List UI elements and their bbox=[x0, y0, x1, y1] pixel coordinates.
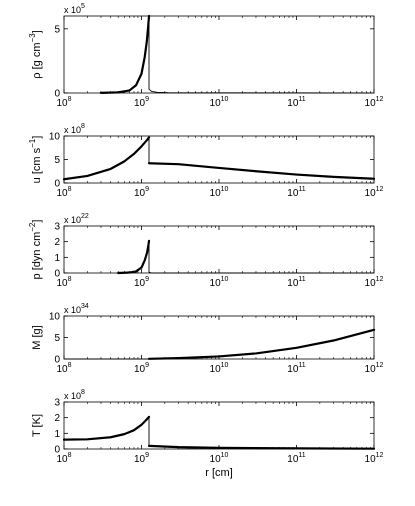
series-line-1 bbox=[62, 136, 151, 181]
axes-frame bbox=[63, 401, 375, 450]
y-axis-label: u [cm s−1] bbox=[28, 136, 43, 184]
series-line-1 bbox=[117, 239, 151, 275]
x-tick-label: 1012 bbox=[365, 362, 384, 375]
y-tick-label: 2 bbox=[54, 237, 60, 248]
series-line-2 bbox=[147, 328, 376, 360]
y-axis-label: p [dyn cm−2] bbox=[28, 220, 43, 280]
y-tick-label: 3 bbox=[54, 398, 60, 409]
panel-2: 108 109 1010 1011 1012 0 5 10x 108 u [cm s−1] bbox=[28, 123, 384, 199]
x-tick-label: 1011 bbox=[287, 362, 305, 375]
x-tick-label: 1010 bbox=[210, 452, 229, 465]
panel-4: 108 109 1010 1011 1012 0 5 10x 1034 M [g] bbox=[31, 303, 384, 375]
x-tick-label: 1010 bbox=[210, 362, 229, 375]
x-tick-label: 108 bbox=[56, 186, 71, 199]
series-line-3 bbox=[147, 162, 376, 180]
x-tick-label: 1011 bbox=[287, 452, 305, 465]
y-tick-label: 2 bbox=[54, 413, 60, 424]
y-tick-label: 10 bbox=[49, 312, 61, 323]
panel-3: 108 109 1010 1011 1012 0 1 2 3 x 1022 p [dyn cm−2] bbox=[28, 213, 384, 289]
series-line-1 bbox=[99, 14, 151, 94]
y-tick-label: 0 bbox=[54, 269, 60, 280]
x-tick-label: 109 bbox=[134, 362, 149, 375]
y-multiplier: x 1022 bbox=[64, 213, 89, 225]
y-axis-label: T [K] bbox=[31, 414, 43, 437]
axes-frame bbox=[63, 15, 375, 94]
y-axis-label: M [g] bbox=[31, 325, 43, 349]
y-tick-label: 5 bbox=[54, 24, 60, 35]
y-multiplier: x 105 bbox=[64, 3, 85, 15]
y-tick-label: 5 bbox=[54, 333, 60, 344]
panel-5: 108 109 1010 1011 1012 0 1 2 3 x 108 T [K] r [cm] bbox=[31, 389, 384, 479]
x-tick-label: 109 bbox=[134, 96, 149, 109]
y-tick-label: 0 bbox=[54, 445, 60, 456]
y-tick-label: 1 bbox=[54, 253, 60, 264]
x-tick-label: 108 bbox=[56, 362, 71, 375]
x-axis-label: r [cm] bbox=[205, 467, 233, 479]
y-multiplier: x 108 bbox=[64, 389, 85, 401]
x-tick-label: 1011 bbox=[287, 276, 305, 289]
y-tick-label: 1 bbox=[54, 429, 60, 440]
x-tick-label: 109 bbox=[134, 186, 149, 199]
x-tick-label: 1011 bbox=[287, 186, 305, 199]
x-tick-label: 1012 bbox=[365, 452, 384, 465]
series-line-1 bbox=[62, 415, 151, 441]
x-tick-label: 1010 bbox=[210, 276, 229, 289]
x-tick-label: 1010 bbox=[210, 186, 229, 199]
y-axis-label: ρ [g cm−3] bbox=[28, 30, 43, 78]
x-tick-label: 109 bbox=[134, 276, 149, 289]
series-line-3 bbox=[147, 444, 376, 450]
y-tick-label: 0 bbox=[54, 179, 60, 190]
x-tick-label: 1012 bbox=[365, 186, 384, 199]
axes-frame bbox=[63, 225, 375, 274]
y-tick-label: 0 bbox=[54, 89, 60, 100]
y-tick-label: 5 bbox=[54, 155, 60, 166]
series-line-2 bbox=[148, 240, 375, 274]
panel-1: 108 109 1010 1011 1012 0 5 x 105 ρ [g cm−3] bbox=[28, 3, 384, 109]
axes-frame bbox=[63, 315, 375, 360]
x-tick-label: 109 bbox=[134, 452, 149, 465]
x-tick-label: 1012 bbox=[365, 96, 384, 109]
y-multiplier: x 108 bbox=[64, 123, 85, 135]
y-multiplier: x 1034 bbox=[64, 303, 89, 315]
series-line-2 bbox=[148, 15, 375, 94]
y-tick-label: 3 bbox=[54, 222, 60, 233]
x-tick-label: 108 bbox=[56, 452, 71, 465]
x-tick-label: 108 bbox=[56, 276, 71, 289]
x-tick-label: 1011 bbox=[287, 96, 305, 109]
x-tick-label: 1010 bbox=[210, 96, 229, 109]
x-tick-label: 1012 bbox=[365, 276, 384, 289]
y-tick-label: 10 bbox=[49, 132, 61, 143]
x-tick-label: 108 bbox=[56, 96, 71, 109]
y-tick-label: 0 bbox=[54, 355, 60, 366]
